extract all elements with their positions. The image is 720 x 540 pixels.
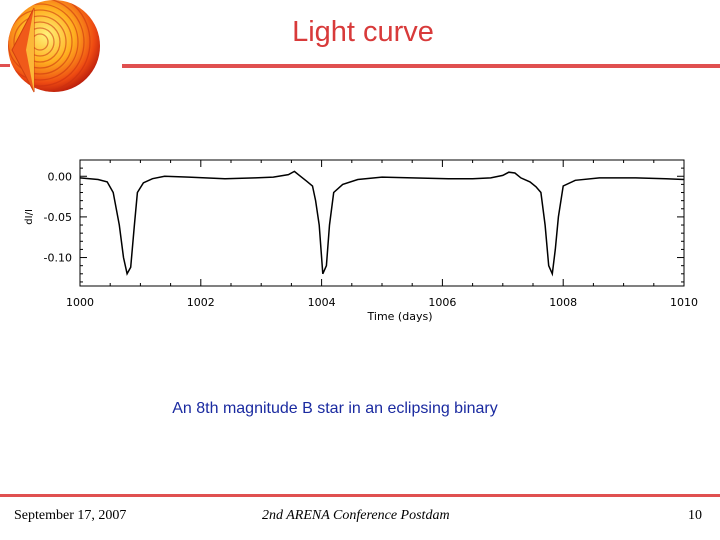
footer-conference: 2nd ARENA Conference Postdam — [262, 508, 450, 523]
star-sphere-illustration — [8, 0, 100, 93]
header-rule-left — [0, 64, 10, 67]
x-tick-label: 1006 — [428, 296, 456, 309]
header-rule — [122, 64, 720, 68]
x-axis-label: Time (days) — [367, 310, 433, 323]
footer-date: September 17, 2007 — [14, 508, 127, 523]
slide-title: Light curve — [292, 16, 434, 48]
x-tick-label: 1004 — [308, 296, 336, 309]
y-tick-label: -0.05 — [44, 211, 72, 224]
x-tick-label: 1000 — [66, 296, 94, 309]
star-logo — [0, 0, 108, 100]
footer-rule — [0, 494, 720, 497]
x-tick-label: 1010 — [670, 296, 698, 309]
y-tick-label: -0.10 — [44, 252, 72, 265]
light-curve-chart: 0.00-0.05-0.10 1000 1002 1004 1006 1008 1010 … — [24, 159, 698, 323]
x-tick-labels: 1000 1002 1004 1006 1008 1010 — [66, 296, 698, 309]
light-curve-line — [79, 170, 685, 277]
x-tick-label: 1002 — [187, 296, 215, 309]
slide-number: 10 — [688, 508, 702, 523]
y-tick-label: 0.00 — [48, 170, 73, 183]
y-tick-labels: 0.00 -0.05 -0.10 — [44, 170, 72, 264]
axis-ticks — [79, 159, 685, 286]
y-axis-label: dI/I — [24, 209, 35, 225]
x-tick-label: 1008 — [549, 296, 577, 309]
chart-caption: An 8th magnitude B star in an eclipsing … — [172, 400, 498, 417]
